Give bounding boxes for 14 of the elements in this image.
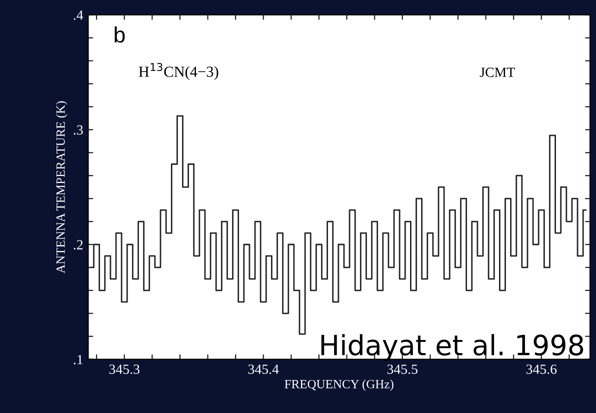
y-tick-label: .4 <box>74 10 84 20</box>
x-tick-label: 345.3 <box>109 364 140 374</box>
annotation: b <box>114 26 125 43</box>
annotation: H$^{13}$CN(4−3) <box>138 62 218 80</box>
annotation: JCMT <box>480 68 515 78</box>
y-axis-title: ANTENNA TEMPERATURE (K) <box>56 101 68 274</box>
y-tick-label: .1 <box>74 354 83 364</box>
x-axis-title: FREQUENCY (GHz) <box>284 380 394 391</box>
y-tick-label: .3 <box>74 125 83 135</box>
x-tick-label: 345.6 <box>526 364 557 374</box>
x-tick-label: 345.4 <box>248 364 279 374</box>
x-tick-label: 345.5 <box>387 364 418 374</box>
y-tick-label: .2 <box>74 240 83 250</box>
annotation: Hidayat et al. 1998 <box>321 334 584 361</box>
